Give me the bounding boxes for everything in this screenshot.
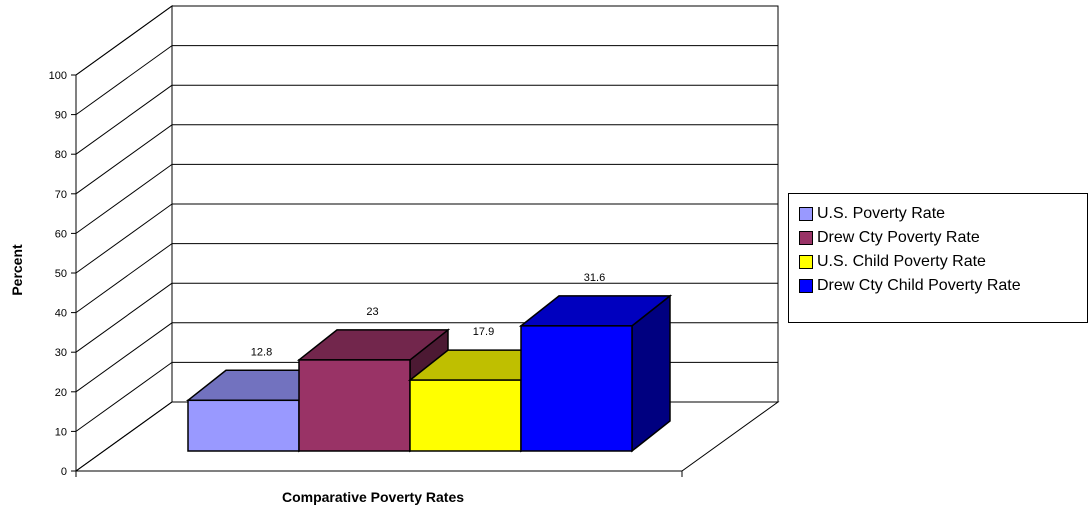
data-label: 17.9 [473,326,494,338]
legend-label: Drew Cty Child Poverty Rate [817,277,1021,294]
gridline-side [75,5,173,76]
legend-swatch [799,231,813,245]
x-axis-title: Comparative Poverty Rates [282,489,464,505]
y-tick-label: 90 [55,110,67,122]
legend-swatch [799,207,813,221]
legend-item: U.S. Child Poverty Rate [789,250,1087,274]
gridline-side [75,282,173,353]
data-label: 31.6 [584,272,605,284]
gridline-side [75,401,173,472]
legend-label: U.S. Poverty Rate [817,205,946,222]
y-tick-label: 40 [55,308,67,320]
y-tick-label: 50 [55,268,67,280]
legend-swatch [799,279,813,293]
gridline-side [75,322,173,393]
gridline-side [75,243,173,314]
gridline-side [75,124,173,195]
legend-item: Drew Cty Poverty Rate [789,226,1087,250]
bar-front [409,379,522,452]
data-label: 12.8 [251,346,272,358]
y-tick-label: 80 [55,149,67,161]
legend-item: U.S. Poverty Rate [789,202,1087,226]
bar-front [187,399,300,452]
gridline-side [75,84,173,155]
bars [185,294,673,453]
data-labels: 12.8 23 17.9 31.6 [251,272,605,358]
y-tick-label: 30 [55,347,67,359]
y-tick-label: 20 [55,387,67,399]
gridline-side [75,203,173,274]
legend-label: U.S. Child Poverty Rate [817,253,986,270]
gridline-side [75,163,173,234]
bar-front [520,325,633,452]
y-axis-title: Percent [9,244,25,296]
gridline-side [75,361,173,432]
bar-front [298,359,411,452]
gridline-side [75,45,173,116]
legend-label: Drew Cty Poverty Rate [817,229,980,246]
y-tick-label: 10 [55,426,67,438]
y-tick-label: 100 [49,70,67,82]
legend: U.S. Poverty Rate Drew Cty Poverty Rate U.… [788,193,1088,323]
bar-drew-cty-child-poverty-rate [518,294,673,453]
data-label: 23 [366,306,378,318]
legend-item: Drew Cty Child Poverty Rate [789,274,1087,298]
y-axis: 0 10 20 30 40 50 60 70 80 90 100 [49,70,683,478]
legend-swatch [799,255,813,269]
y-tick-label: 0 [61,466,67,478]
y-tick-label: 60 [55,228,67,240]
y-tick-label: 70 [55,189,67,201]
